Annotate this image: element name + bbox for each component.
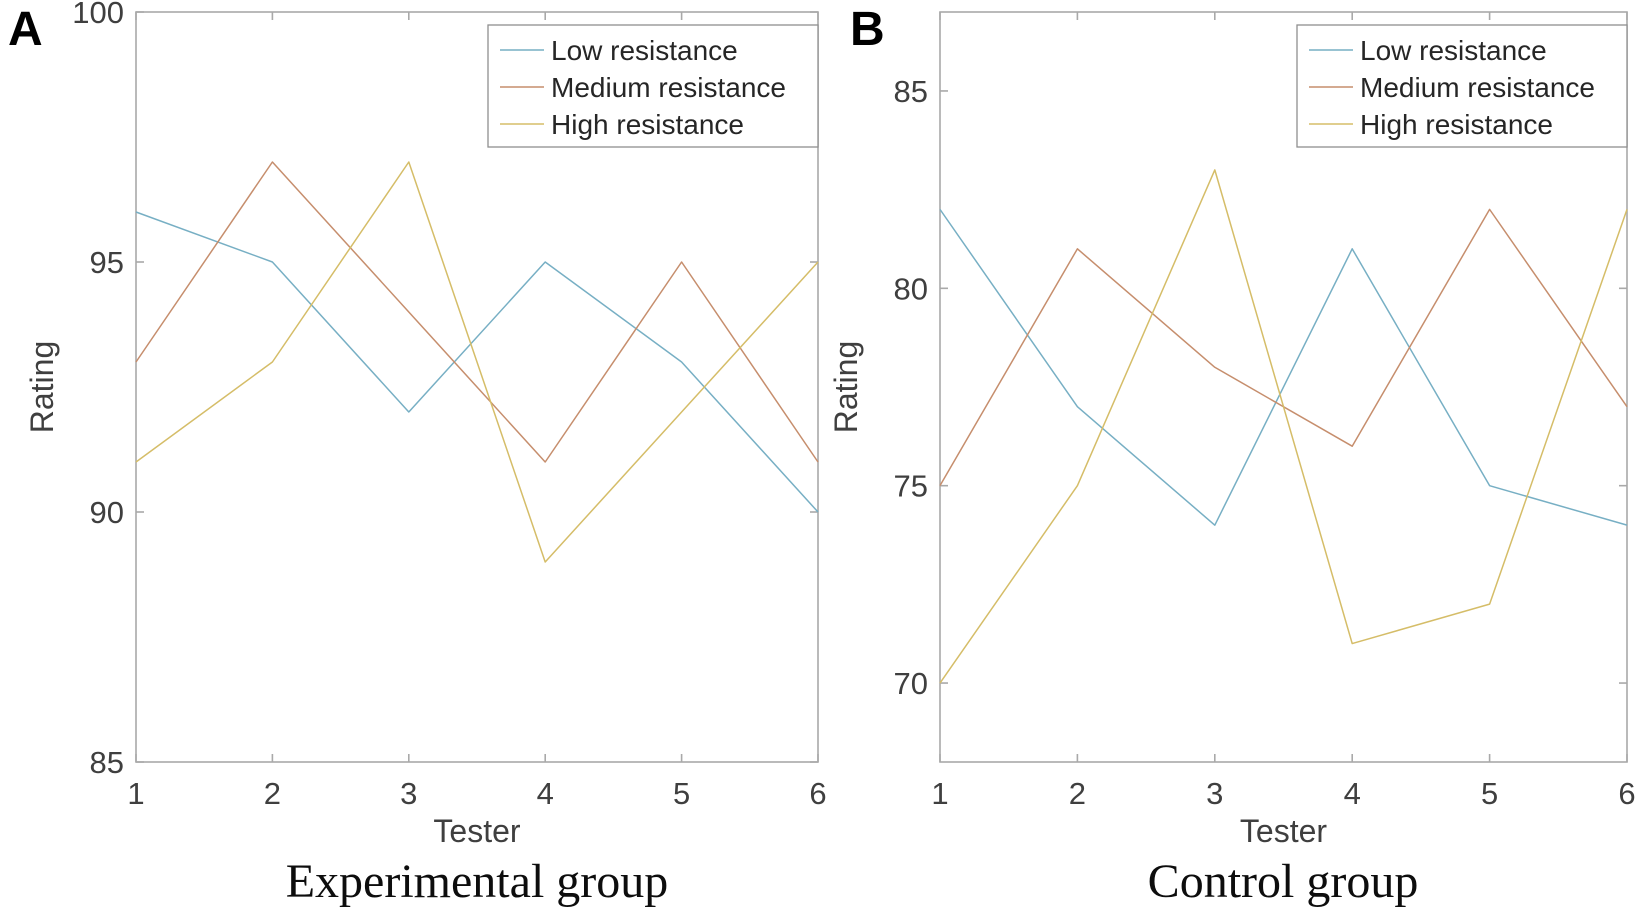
x-tick-label: 5 [673,776,690,811]
x-axis-label: Tester [433,813,520,849]
legend-label-medium-resistance: Medium resistance [551,72,786,103]
y-tick-label: 85 [894,74,928,109]
series-medium-resistance [939,208,1628,487]
x-tick-label: 4 [537,776,554,811]
legend-label-low-resistance: Low resistance [1360,35,1547,66]
x-tick-label: 1 [931,776,948,811]
x-tick-label: 1 [127,776,144,811]
series-high-resistance [939,169,1628,684]
x-tick-label: 2 [1069,776,1086,811]
panel-letter-b: B [850,3,885,56]
y-tick-label: 75 [894,469,928,504]
x-tick-label: 6 [809,776,826,811]
y-tick-label: 70 [894,666,928,701]
y-axis-label: Rating [828,341,864,434]
series-low-resistance [939,208,1628,526]
panel-b: 1 2 3 4 5 6 70 75 80 85 Tester Rating Low resistance… [828,11,1636,849]
legend-label-low-resistance: Low resistance [551,35,738,66]
legend-label-medium-resistance: Medium resistance [1360,72,1595,103]
series-medium-resistance [135,161,819,463]
legend-label-high-resistance: High resistance [551,109,744,140]
y-tick-label: 95 [90,245,124,280]
legend-box [487,24,819,148]
x-tick-label: 5 [1481,776,1498,811]
y-tick-label: 85 [90,745,124,780]
x-tick-label: 3 [400,776,417,811]
caption-experimental-group: Experimental group [285,855,669,908]
x-tick-label: 6 [1618,776,1635,811]
series-high-resistance [135,161,819,563]
legend-label-high-resistance: High resistance [1360,109,1553,140]
x-tick-label: 2 [264,776,281,811]
legend: Low resistance Medium resistance High resi… [487,24,819,148]
panel-letter-a: A [8,3,43,56]
legend-box [1296,24,1628,148]
y-tick-label: 90 [90,495,124,530]
x-tick-label: 4 [1344,776,1361,811]
y-axis-label: Rating [24,341,60,434]
plot-box [135,11,819,763]
plot-box [939,11,1628,763]
x-axis-label: Tester [1240,813,1327,849]
y-tick-label: 80 [894,271,928,306]
panel-a: 1 2 3 4 5 6 85 90 95 100 Tester Rating Low resistanc… [24,0,827,849]
x-tick-label: 3 [1206,776,1223,811]
y-tick-label: 100 [72,0,124,30]
caption-control-group: Control group [1147,855,1419,908]
legend: Low resistance Medium resistance High resi… [1296,24,1628,148]
